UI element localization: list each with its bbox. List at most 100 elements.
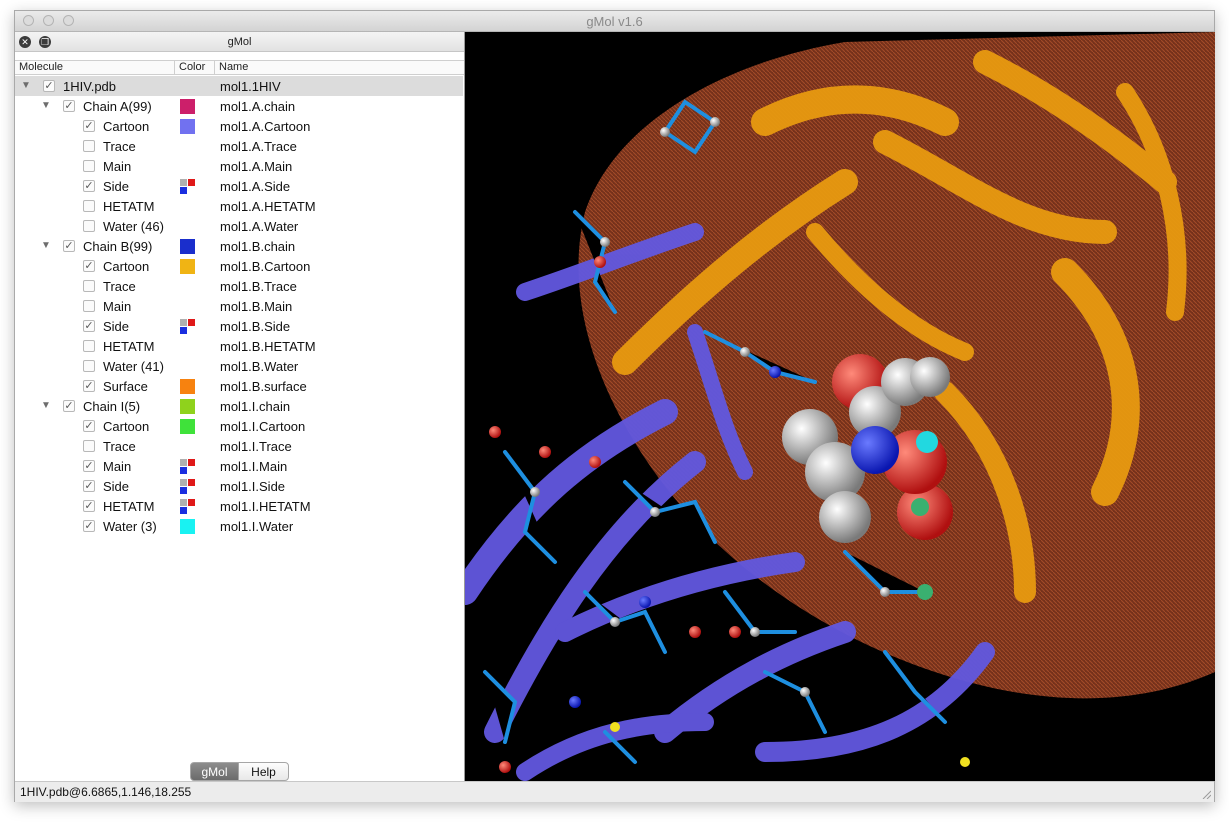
column-name[interactable]: Name [219, 61, 249, 73]
visibility-checkbox[interactable]: ✓ [63, 100, 75, 112]
visibility-checkbox[interactable]: ✓ [83, 120, 95, 132]
visibility-checkbox[interactable] [83, 140, 95, 152]
tree-row[interactable]: ✓ Side mol1.A.Side [15, 176, 463, 196]
panel-close-icon[interactable]: ✕ [19, 36, 31, 48]
window-title: gMol v1.6 [586, 14, 643, 29]
visibility-checkbox[interactable]: ✓ [83, 500, 95, 512]
tree-row-name: mol1.I.Water [220, 519, 294, 534]
tab-help[interactable]: Help [238, 762, 289, 781]
tab-gmol[interactable]: gMol [190, 762, 239, 781]
color-swatch-by-element[interactable] [180, 319, 195, 334]
visibility-checkbox[interactable]: ✓ [83, 460, 95, 472]
tree-row[interactable]: ▼ ✓ 1HIV.pdb mol1.1HIV [15, 76, 463, 96]
tree-row-name: mol1.B.Side [220, 319, 291, 334]
tree-row[interactable]: Trace mol1.B.Trace [15, 276, 463, 296]
expand-triangle-icon[interactable]: ▼ [41, 400, 51, 411]
molecule-viewport[interactable] [465, 32, 1215, 781]
tree-row[interactable]: Water (46) mol1.A.Water [15, 216, 463, 236]
tree-row[interactable]: ▼ ✓ Chain B(99) mol1.B.chain [15, 236, 463, 256]
tree-row[interactable]: ✓ Cartoon mol1.B.Cartoon [15, 256, 463, 276]
zoom-window-button[interactable] [63, 15, 74, 26]
color-swatch-by-element[interactable] [180, 179, 195, 194]
protein-render [465, 32, 1215, 781]
visibility-checkbox[interactable]: ✓ [63, 240, 75, 252]
color-swatch[interactable] [180, 259, 195, 274]
color-swatch-by-element[interactable] [180, 479, 195, 494]
tree-row-name: mol1.A.Water [220, 219, 299, 234]
tree-row-label: Surface [103, 379, 148, 394]
tree-row[interactable]: ✓ Main mol1.I.Main [15, 456, 463, 476]
status-bar: 1HIV.pdb@6.6865,1.146,18.255 [15, 781, 1214, 802]
expand-triangle-icon[interactable]: ▼ [41, 240, 51, 251]
visibility-checkbox[interactable] [83, 200, 95, 212]
tree-row-label: HETATM [103, 339, 155, 354]
tree-row[interactable]: Water (41) mol1.B.Water [15, 356, 463, 376]
tree-row[interactable]: ✓ Water (3) mol1.I.Water [15, 516, 463, 536]
tree-row[interactable]: HETATM mol1.B.HETATM [15, 336, 463, 356]
tree-row[interactable]: ✓ Cartoon mol1.A.Cartoon [15, 116, 463, 136]
panel-float-icon[interactable]: ❐ [39, 36, 51, 48]
tree-row-label: HETATM [103, 199, 155, 214]
tree-row-label: Cartoon [103, 419, 150, 434]
close-window-button[interactable] [23, 15, 34, 26]
tree-row-name: mol1.I.chain [220, 399, 291, 414]
tree-row-label: Water (3) [103, 519, 157, 534]
expand-triangle-icon[interactable]: ▼ [41, 100, 51, 111]
color-swatch[interactable] [180, 519, 195, 534]
visibility-checkbox[interactable]: ✓ [83, 320, 95, 332]
visibility-checkbox[interactable] [83, 440, 95, 452]
panel-title: gMol [227, 36, 252, 48]
tree-row[interactable]: ✓ Side mol1.B.Side [15, 316, 463, 336]
tree-row[interactable]: ✓ HETATM mol1.I.HETATM [15, 496, 463, 516]
tree-row-name: mol1.B.chain [220, 239, 296, 254]
visibility-checkbox[interactable] [83, 280, 95, 292]
tree-row-label: Trace [103, 439, 136, 454]
tree-row[interactable]: ▼ ✓ Chain A(99) mol1.A.chain [15, 96, 463, 116]
visibility-checkbox[interactable]: ✓ [63, 400, 75, 412]
column-molecule[interactable]: Molecule [15, 61, 175, 74]
visibility-checkbox[interactable]: ✓ [83, 380, 95, 392]
tree-row-name: mol1.I.HETATM [220, 499, 311, 514]
color-swatch[interactable] [180, 399, 195, 414]
tree-row[interactable]: ✓ Cartoon mol1.I.Cartoon [15, 416, 463, 436]
tree-row[interactable]: ▼ ✓ Chain I(5) mol1.I.chain [15, 396, 463, 416]
visibility-checkbox[interactable] [83, 160, 95, 172]
visibility-checkbox[interactable] [83, 300, 95, 312]
tree-row[interactable]: ✓ Surface mol1.B.surface [15, 376, 463, 396]
visibility-checkbox[interactable]: ✓ [83, 520, 95, 532]
tree-row[interactable]: Trace mol1.A.Trace [15, 136, 463, 156]
tree-row[interactable]: HETATM mol1.A.HETATM [15, 196, 463, 216]
visibility-checkbox[interactable]: ✓ [83, 180, 95, 192]
visibility-checkbox[interactable]: ✓ [83, 480, 95, 492]
color-swatch[interactable] [180, 119, 195, 134]
color-swatch[interactable] [180, 239, 195, 254]
title-bar: gMol v1.6 [15, 11, 1214, 32]
tree-row-label: Trace [103, 279, 136, 294]
color-swatch-by-element[interactable] [180, 499, 195, 514]
visibility-checkbox[interactable]: ✓ [83, 420, 95, 432]
resize-grip-icon[interactable] [1201, 789, 1211, 799]
color-swatch[interactable] [180, 379, 195, 394]
panel-header: ✕ ❐ gMol [15, 32, 464, 52]
column-color[interactable]: Color [175, 61, 215, 74]
color-swatch-by-element[interactable] [180, 459, 195, 474]
tree-row-name: mol1.I.Main [220, 459, 288, 474]
tree-row[interactable]: ✓ Side mol1.I.Side [15, 476, 463, 496]
visibility-checkbox[interactable] [83, 360, 95, 372]
tree-row-label: Chain B(99) [83, 239, 153, 254]
visibility-checkbox[interactable] [83, 220, 95, 232]
color-swatch[interactable] [180, 99, 195, 114]
color-swatch[interactable] [180, 419, 195, 434]
expand-triangle-icon[interactable]: ▼ [21, 80, 31, 91]
visibility-checkbox[interactable] [83, 340, 95, 352]
visibility-checkbox[interactable]: ✓ [43, 80, 55, 92]
tree-row[interactable]: Main mol1.A.Main [15, 156, 463, 176]
tree-row-name: mol1.1HIV [220, 79, 281, 94]
tree-row-name: mol1.A.Side [220, 179, 291, 194]
visibility-checkbox[interactable]: ✓ [83, 260, 95, 272]
tree-row[interactable]: Trace mol1.I.Trace [15, 436, 463, 456]
tree-row-label: Trace [103, 139, 136, 154]
tree-row[interactable]: Main mol1.B.Main [15, 296, 463, 316]
tree-row-label: Main [103, 159, 132, 174]
minimize-window-button[interactable] [43, 15, 54, 26]
